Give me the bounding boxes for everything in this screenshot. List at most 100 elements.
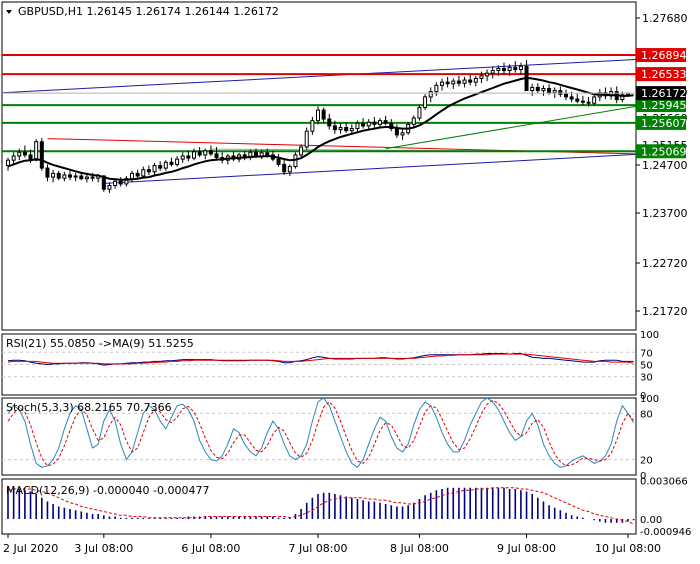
candle-body: [118, 180, 123, 185]
candle-body: [287, 166, 292, 173]
candle-body: [434, 84, 439, 93]
lower-channel-line: [103, 153, 637, 184]
price-axis-label: 1.22720: [642, 257, 688, 270]
candle-body: [62, 174, 67, 179]
candle-body: [135, 172, 140, 177]
candle-body: [152, 164, 157, 173]
candles: [6, 60, 630, 193]
candle-body: [34, 141, 39, 161]
candle-body: [445, 81, 450, 85]
candle-body: [175, 158, 180, 165]
price-axis-label: 1.23700: [642, 207, 688, 220]
macd-axis-label: -0.000946: [640, 527, 691, 538]
candle-body: [208, 150, 213, 155]
candle-body: [451, 80, 456, 85]
macd-title: MACD(12,26,9) -0.000040 -0.000477: [6, 484, 209, 497]
main-chart-title: GBPUSD,H1 1.26145 1.26174 1.26144 1.2617…: [18, 5, 279, 18]
candle-body: [254, 151, 258, 157]
candle-body: [39, 141, 44, 169]
macd-histogram: [7, 486, 635, 523]
candle-body: [79, 175, 84, 180]
rsi-ma-line: [7, 353, 634, 365]
candle-body: [22, 151, 27, 156]
candle-body: [400, 132, 405, 136]
level-price-label: 1.25607: [641, 117, 687, 130]
candle-body: [547, 87, 552, 94]
candle-body: [456, 80, 461, 84]
candle-body: [344, 127, 349, 132]
candle-body: [428, 91, 433, 98]
candle-body: [51, 172, 56, 178]
level-price-box: [636, 48, 686, 63]
time-axis-label: 9 Jul 08:00: [497, 542, 556, 555]
candle-body: [383, 120, 388, 124]
macd-axis-label: 0.00: [640, 515, 662, 526]
stoch-axis-label: 100: [640, 394, 659, 405]
candle-body: [17, 151, 22, 157]
candle-body: [90, 176, 95, 179]
candle-body: [473, 77, 478, 83]
time-axis-label: 8 Jul 08:00: [390, 542, 449, 555]
candle-body: [327, 118, 332, 127]
panel-frame-3: [1, 478, 637, 535]
candle-body: [592, 96, 597, 104]
candle-body: [214, 153, 219, 159]
stoch-title: Stoch(5,3,3) 68.2165 70.7366: [6, 401, 172, 414]
symbol-dropdown-icon: [6, 10, 12, 14]
candle-body: [620, 94, 625, 101]
candle-body: [163, 161, 168, 169]
price-axis-label: 1.24700: [642, 159, 688, 172]
level-price-box: [636, 144, 686, 159]
candle-body: [158, 164, 163, 169]
candle-body: [518, 65, 523, 70]
candle-body: [107, 185, 112, 190]
rsi-axis-label: 100: [640, 330, 659, 341]
current-price-label: 1.26172: [641, 87, 687, 100]
candle-body: [101, 175, 106, 190]
panel-frame-0: [1, 1, 637, 331]
candle-body: [316, 109, 320, 122]
macd-signal-line: [7, 487, 634, 525]
candle-body: [56, 172, 61, 179]
candle-body: [569, 96, 574, 100]
rsi-axis-label: 30: [640, 373, 653, 384]
candle-body: [378, 120, 382, 125]
candle-body: [192, 151, 196, 159]
candle-body: [366, 121, 371, 127]
candle-body: [580, 100, 585, 103]
stoch-main-line: [7, 397, 635, 468]
candle-body: [124, 178, 129, 185]
level-price-label: 1.26894: [641, 49, 687, 62]
rsi-axis-label: 0: [640, 391, 646, 402]
price-axis-label: 1.21720: [642, 305, 688, 318]
time-axis-label: 3 Jul 08:00: [74, 542, 133, 555]
candle-body: [113, 180, 118, 187]
rsi-axis-label: 50: [640, 361, 653, 372]
candle-body: [507, 66, 512, 72]
candle-body: [304, 130, 309, 148]
time-axis-label: 7 Jul 08:00: [289, 542, 348, 555]
level-price-label: 1.25069: [641, 145, 687, 158]
candle-body: [552, 90, 557, 94]
candle-body: [203, 150, 208, 156]
candle-body: [282, 163, 287, 173]
rsi-title: RSI(21) 55.0850 ->MA(9) 51.5255: [6, 337, 194, 350]
candle-body: [349, 128, 354, 132]
candle-body: [417, 106, 422, 119]
candle-body: [440, 81, 444, 86]
candle-body: [186, 155, 191, 159]
level-price-box: [636, 67, 686, 82]
candle-body: [530, 86, 535, 92]
current-price-box: [636, 86, 686, 101]
panel-frame-2: [1, 397, 637, 476]
candle-body: [394, 128, 399, 136]
candle-body: [575, 98, 580, 102]
level-price-label: 1.26533: [641, 68, 687, 81]
candle-body: [411, 117, 416, 125]
candle-body: [558, 90, 563, 95]
level-price-label: 1.25945: [641, 99, 687, 112]
candle-body: [73, 175, 78, 178]
candle-body: [180, 155, 185, 160]
